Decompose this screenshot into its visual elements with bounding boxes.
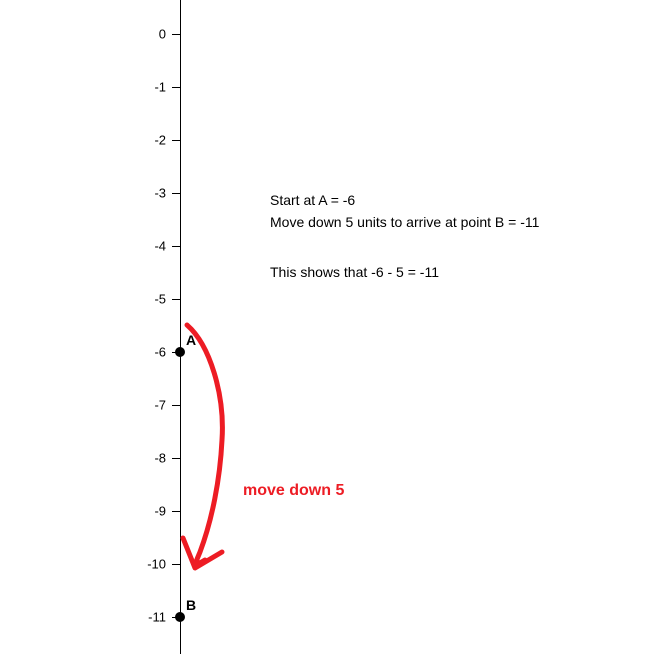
move-down-arrow: [0, 0, 650, 654]
move-down-label: move down 5: [243, 482, 344, 500]
diagram-canvas: 0-1-2-3-4-5-6-7-8-9-10-11 Start at A = -…: [0, 0, 650, 654]
